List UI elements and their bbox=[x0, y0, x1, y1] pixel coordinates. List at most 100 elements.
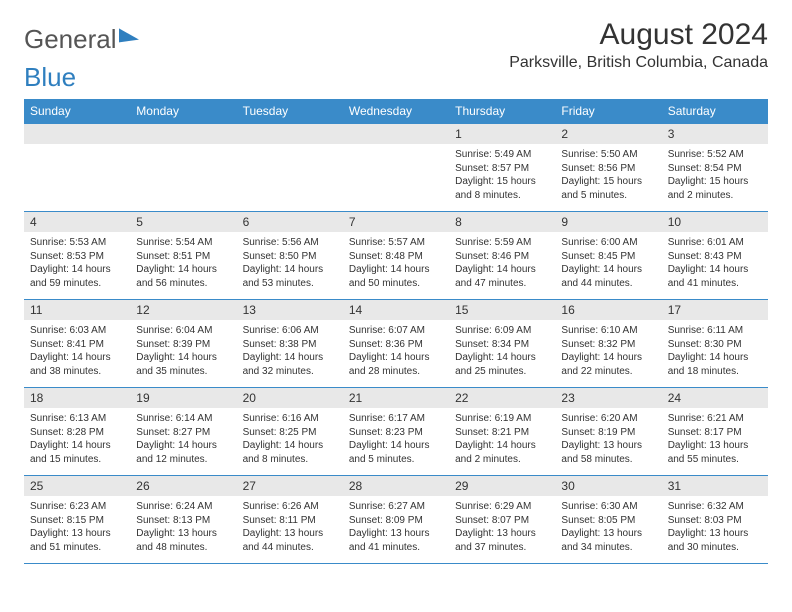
day-header: Tuesday bbox=[237, 99, 343, 124]
calendar-cell: 15Sunrise: 6:09 AMSunset: 8:34 PMDayligh… bbox=[449, 300, 555, 388]
logo-text-2: Blue bbox=[24, 62, 76, 93]
calendar-week-row: 4Sunrise: 5:53 AMSunset: 8:53 PMDaylight… bbox=[24, 212, 768, 300]
calendar-week-row: 11Sunrise: 6:03 AMSunset: 8:41 PMDayligh… bbox=[24, 300, 768, 388]
day-details: Sunrise: 6:07 AMSunset: 8:36 PMDaylight:… bbox=[343, 320, 449, 382]
calendar-cell: 10Sunrise: 6:01 AMSunset: 8:43 PMDayligh… bbox=[662, 212, 768, 300]
day-details: Sunrise: 6:00 AMSunset: 8:45 PMDaylight:… bbox=[555, 232, 661, 294]
calendar-head: SundayMondayTuesdayWednesdayThursdayFrid… bbox=[24, 99, 768, 124]
day-details: Sunrise: 5:57 AMSunset: 8:48 PMDaylight:… bbox=[343, 232, 449, 294]
calendar-cell: 23Sunrise: 6:20 AMSunset: 8:19 PMDayligh… bbox=[555, 388, 661, 476]
calendar-cell: 3Sunrise: 5:52 AMSunset: 8:54 PMDaylight… bbox=[662, 124, 768, 212]
calendar-cell: 6Sunrise: 5:56 AMSunset: 8:50 PMDaylight… bbox=[237, 212, 343, 300]
day-number: 10 bbox=[662, 212, 768, 232]
day-details: Sunrise: 6:30 AMSunset: 8:05 PMDaylight:… bbox=[555, 496, 661, 558]
calendar-cell: 27Sunrise: 6:26 AMSunset: 8:11 PMDayligh… bbox=[237, 476, 343, 564]
calendar-cell: 28Sunrise: 6:27 AMSunset: 8:09 PMDayligh… bbox=[343, 476, 449, 564]
day-header: Wednesday bbox=[343, 99, 449, 124]
day-details: Sunrise: 6:06 AMSunset: 8:38 PMDaylight:… bbox=[237, 320, 343, 382]
logo-triangle-icon bbox=[119, 25, 139, 42]
day-number: 15 bbox=[449, 300, 555, 320]
day-details: Sunrise: 6:14 AMSunset: 8:27 PMDaylight:… bbox=[130, 408, 236, 470]
day-number: 21 bbox=[343, 388, 449, 408]
calendar-cell: 12Sunrise: 6:04 AMSunset: 8:39 PMDayligh… bbox=[130, 300, 236, 388]
day-header: Thursday bbox=[449, 99, 555, 124]
calendar-cell: 22Sunrise: 6:19 AMSunset: 8:21 PMDayligh… bbox=[449, 388, 555, 476]
calendar-cell: 16Sunrise: 6:10 AMSunset: 8:32 PMDayligh… bbox=[555, 300, 661, 388]
day-number: 22 bbox=[449, 388, 555, 408]
calendar-cell: 4Sunrise: 5:53 AMSunset: 8:53 PMDaylight… bbox=[24, 212, 130, 300]
day-details: Sunrise: 6:32 AMSunset: 8:03 PMDaylight:… bbox=[662, 496, 768, 558]
calendar-cell bbox=[343, 124, 449, 212]
day-number: 2 bbox=[555, 124, 661, 144]
day-number: 27 bbox=[237, 476, 343, 496]
calendar-cell: 31Sunrise: 6:32 AMSunset: 8:03 PMDayligh… bbox=[662, 476, 768, 564]
location-subtitle: Parksville, British Columbia, Canada bbox=[509, 54, 768, 72]
calendar-cell bbox=[130, 124, 236, 212]
day-details: Sunrise: 5:54 AMSunset: 8:51 PMDaylight:… bbox=[130, 232, 236, 294]
calendar-cell: 9Sunrise: 6:00 AMSunset: 8:45 PMDaylight… bbox=[555, 212, 661, 300]
day-details: Sunrise: 6:10 AMSunset: 8:32 PMDaylight:… bbox=[555, 320, 661, 382]
day-number: 28 bbox=[343, 476, 449, 496]
day-number: 26 bbox=[130, 476, 236, 496]
day-details: Sunrise: 6:11 AMSunset: 8:30 PMDaylight:… bbox=[662, 320, 768, 382]
day-number: 24 bbox=[662, 388, 768, 408]
calendar-cell bbox=[24, 124, 130, 212]
calendar-cell: 26Sunrise: 6:24 AMSunset: 8:13 PMDayligh… bbox=[130, 476, 236, 564]
day-number: 29 bbox=[449, 476, 555, 496]
day-details: Sunrise: 6:17 AMSunset: 8:23 PMDaylight:… bbox=[343, 408, 449, 470]
calendar-cell bbox=[237, 124, 343, 212]
calendar-cell: 14Sunrise: 6:07 AMSunset: 8:36 PMDayligh… bbox=[343, 300, 449, 388]
calendar-week-row: 18Sunrise: 6:13 AMSunset: 8:28 PMDayligh… bbox=[24, 388, 768, 476]
day-number: 30 bbox=[555, 476, 661, 496]
day-header: Saturday bbox=[662, 99, 768, 124]
day-details: Sunrise: 5:53 AMSunset: 8:53 PMDaylight:… bbox=[24, 232, 130, 294]
calendar-cell: 11Sunrise: 6:03 AMSunset: 8:41 PMDayligh… bbox=[24, 300, 130, 388]
day-number: 20 bbox=[237, 388, 343, 408]
day-details: Sunrise: 6:26 AMSunset: 8:11 PMDaylight:… bbox=[237, 496, 343, 558]
calendar-cell: 20Sunrise: 6:16 AMSunset: 8:25 PMDayligh… bbox=[237, 388, 343, 476]
day-number-empty bbox=[24, 124, 130, 144]
day-header: Monday bbox=[130, 99, 236, 124]
day-number: 3 bbox=[662, 124, 768, 144]
day-details: Sunrise: 6:16 AMSunset: 8:25 PMDaylight:… bbox=[237, 408, 343, 470]
day-details: Sunrise: 6:21 AMSunset: 8:17 PMDaylight:… bbox=[662, 408, 768, 470]
day-number: 25 bbox=[24, 476, 130, 496]
day-details: Sunrise: 6:23 AMSunset: 8:15 PMDaylight:… bbox=[24, 496, 130, 558]
calendar-cell: 30Sunrise: 6:30 AMSunset: 8:05 PMDayligh… bbox=[555, 476, 661, 564]
calendar-cell: 17Sunrise: 6:11 AMSunset: 8:30 PMDayligh… bbox=[662, 300, 768, 388]
day-number: 4 bbox=[24, 212, 130, 232]
day-header: Sunday bbox=[24, 99, 130, 124]
title-block: August 2024 Parksville, British Columbia… bbox=[509, 18, 768, 72]
day-details: Sunrise: 5:52 AMSunset: 8:54 PMDaylight:… bbox=[662, 144, 768, 206]
calendar-body: 1Sunrise: 5:49 AMSunset: 8:57 PMDaylight… bbox=[24, 124, 768, 564]
calendar-week-row: 1Sunrise: 5:49 AMSunset: 8:57 PMDaylight… bbox=[24, 124, 768, 212]
logo-text-1: General bbox=[24, 24, 117, 55]
day-number: 31 bbox=[662, 476, 768, 496]
day-details: Sunrise: 6:24 AMSunset: 8:13 PMDaylight:… bbox=[130, 496, 236, 558]
day-number: 12 bbox=[130, 300, 236, 320]
day-number: 16 bbox=[555, 300, 661, 320]
day-number: 8 bbox=[449, 212, 555, 232]
day-number: 14 bbox=[343, 300, 449, 320]
day-details: Sunrise: 6:20 AMSunset: 8:19 PMDaylight:… bbox=[555, 408, 661, 470]
day-details: Sunrise: 5:50 AMSunset: 8:56 PMDaylight:… bbox=[555, 144, 661, 206]
calendar-cell: 7Sunrise: 5:57 AMSunset: 8:48 PMDaylight… bbox=[343, 212, 449, 300]
calendar-cell: 29Sunrise: 6:29 AMSunset: 8:07 PMDayligh… bbox=[449, 476, 555, 564]
day-details: Sunrise: 6:19 AMSunset: 8:21 PMDaylight:… bbox=[449, 408, 555, 470]
day-number: 17 bbox=[662, 300, 768, 320]
day-number: 23 bbox=[555, 388, 661, 408]
day-details: Sunrise: 5:49 AMSunset: 8:57 PMDaylight:… bbox=[449, 144, 555, 206]
day-header: Friday bbox=[555, 99, 661, 124]
calendar-cell: 18Sunrise: 6:13 AMSunset: 8:28 PMDayligh… bbox=[24, 388, 130, 476]
day-details: Sunrise: 6:27 AMSunset: 8:09 PMDaylight:… bbox=[343, 496, 449, 558]
day-details: Sunrise: 6:01 AMSunset: 8:43 PMDaylight:… bbox=[662, 232, 768, 294]
day-number: 6 bbox=[237, 212, 343, 232]
day-number: 1 bbox=[449, 124, 555, 144]
day-number-empty bbox=[237, 124, 343, 144]
page-title: August 2024 bbox=[509, 18, 768, 52]
calendar-cell: 19Sunrise: 6:14 AMSunset: 8:27 PMDayligh… bbox=[130, 388, 236, 476]
day-details: Sunrise: 5:56 AMSunset: 8:50 PMDaylight:… bbox=[237, 232, 343, 294]
calendar-table: SundayMondayTuesdayWednesdayThursdayFrid… bbox=[24, 99, 768, 564]
calendar-cell: 24Sunrise: 6:21 AMSunset: 8:17 PMDayligh… bbox=[662, 388, 768, 476]
logo: General bbox=[24, 18, 139, 55]
